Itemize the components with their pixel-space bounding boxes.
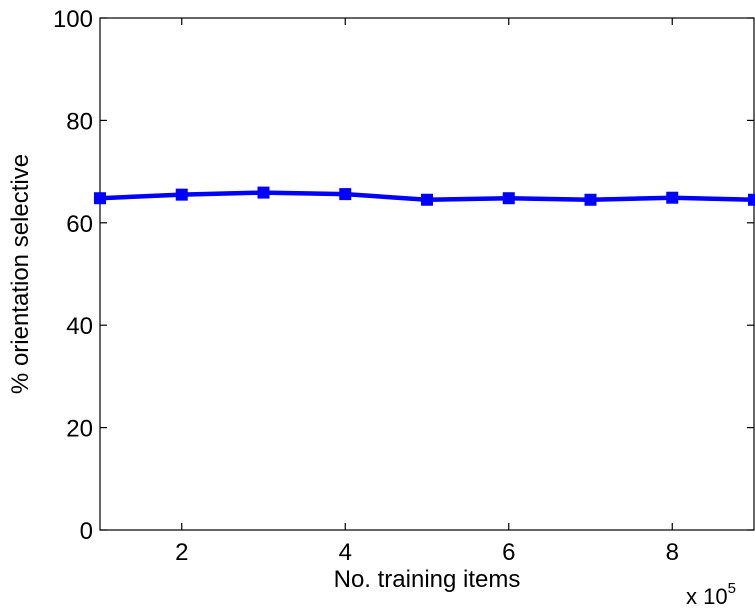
y-tick-label: 20: [66, 416, 93, 443]
y-tick-label: 60: [66, 211, 93, 238]
data-point: [666, 191, 679, 204]
x-axis-title: No. training items: [334, 566, 521, 593]
x-tick-label: 6: [502, 539, 515, 566]
x-axis-multiplier-base: x 10: [686, 584, 728, 609]
axis-ticks: [100, 17, 754, 531]
y-tick-label: 40: [66, 313, 93, 340]
data-point: [94, 192, 106, 205]
data-point: [339, 188, 352, 201]
y-tick-label: 100: [53, 6, 93, 33]
y-tick-labels: 0 20 40 60 80 100: [53, 6, 93, 545]
data-point: [502, 192, 515, 205]
data-point: [584, 193, 597, 206]
x-axis-multiplier: x 105: [686, 580, 736, 609]
y-axis-title: % orientation selective: [7, 154, 34, 394]
y-tick-label: 0: [80, 518, 93, 545]
plot-area-frame: [99, 17, 755, 531]
x-tick-labels: 2 4 6 8: [175, 539, 679, 566]
x-tick-label: 4: [339, 539, 352, 566]
x-axis-multiplier-exponent: 5: [728, 580, 736, 597]
x-tick-label: 8: [666, 539, 679, 566]
y-tick-label: 80: [66, 108, 93, 135]
data-point: [257, 186, 270, 199]
data-point: [175, 188, 188, 201]
x-tick-label: 2: [175, 539, 188, 566]
data-point: [421, 193, 433, 206]
data-point: [748, 193, 755, 206]
series-layer: [94, 186, 755, 206]
